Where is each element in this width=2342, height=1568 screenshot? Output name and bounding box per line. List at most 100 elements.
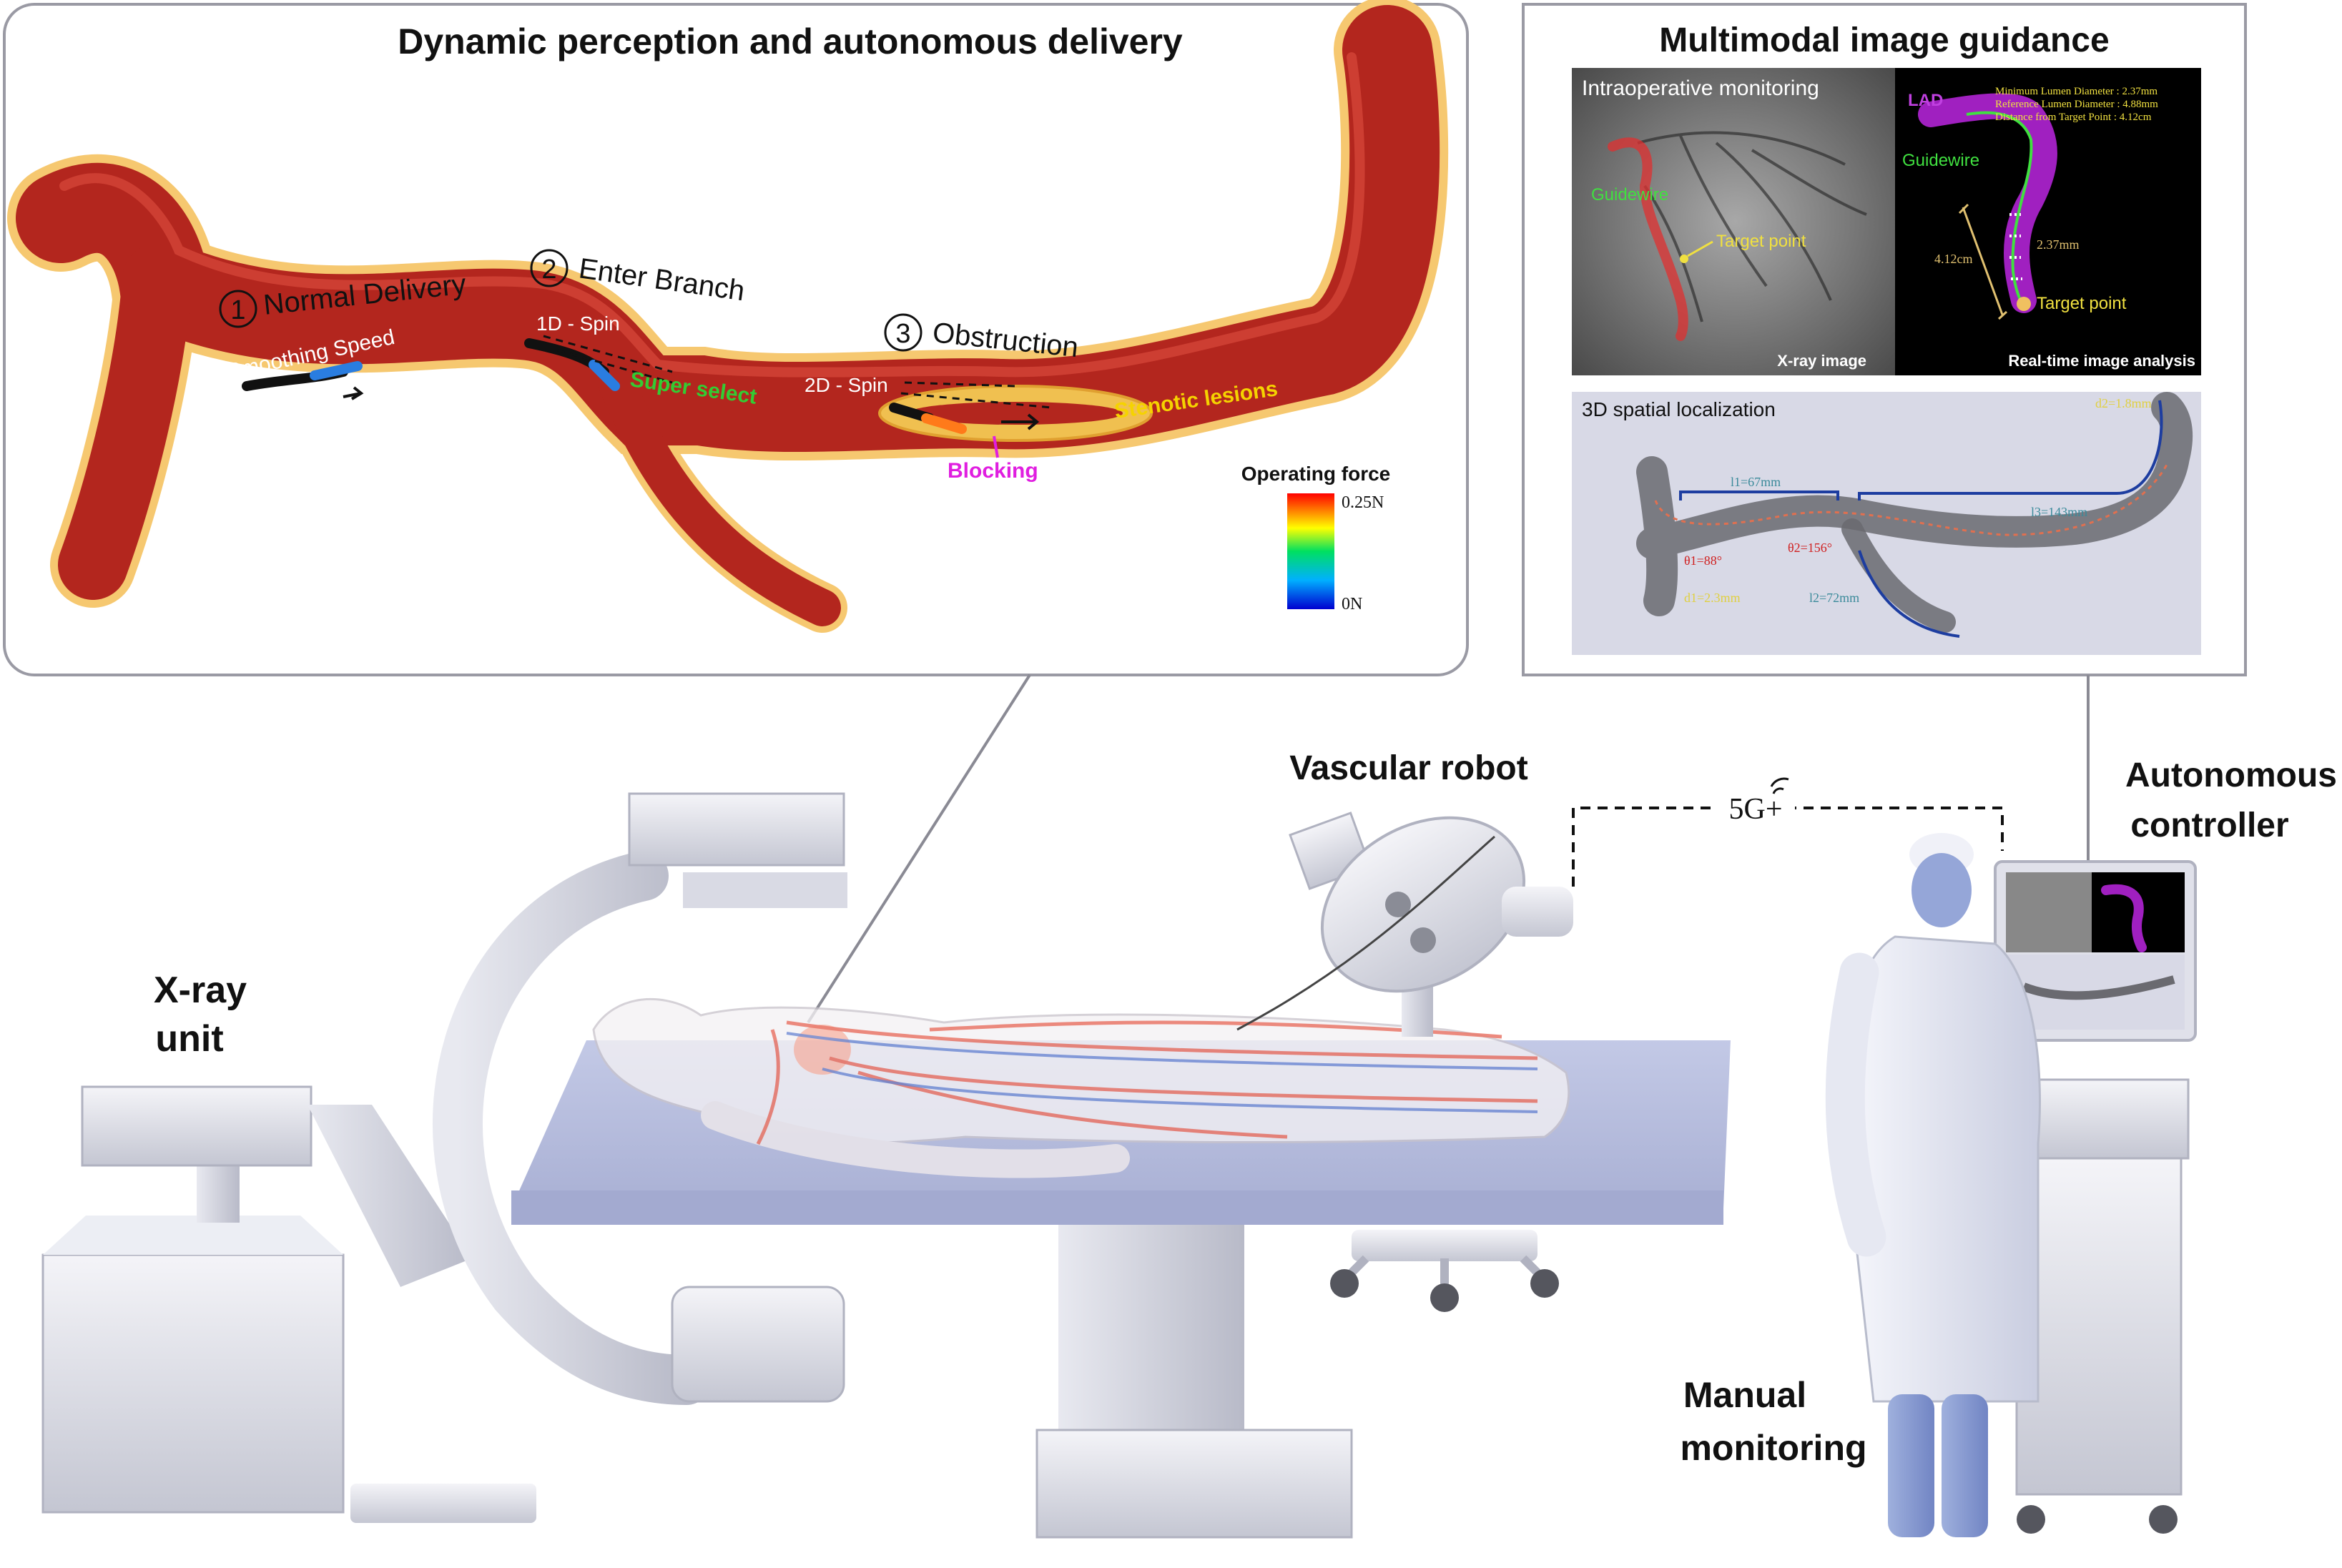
stenotic-lesion-core <box>908 402 1123 425</box>
ref-lumen-text: Reference Lumen Diameter : 4.88mm <box>1995 99 2158 110</box>
guidance-panel: Multimodal image guidance Intraoperative… <box>1522 3 2247 676</box>
c-arm-emitter <box>671 1286 845 1403</box>
patient-heart <box>794 1025 851 1075</box>
doctor-coat <box>1844 935 2041 1403</box>
spatial-l1: l1=67mm <box>1731 475 1781 489</box>
delivery-panel-title: Dynamic perception and autonomous delive… <box>398 21 1183 61</box>
controller-wheel-right <box>2149 1505 2178 1534</box>
vascular-robot: Vascular robot <box>1236 749 1573 1312</box>
c-arm-detector-top <box>628 792 845 867</box>
doctor-leg-right <box>1942 1394 1988 1537</box>
5g-label-bg <box>1716 790 1795 826</box>
controller-cabinet <box>2015 1157 2183 1496</box>
table-pedestal <box>1058 1223 1244 1437</box>
analysis-guidewire <box>1966 111 2033 305</box>
robot-roller-1 <box>1385 892 1411 917</box>
xray-target-label: Target point <box>1716 232 1806 251</box>
robot-arm-joint <box>1502 887 1573 937</box>
xray-arm <box>307 1105 472 1287</box>
autonomous-label-2: controller <box>2130 807 2288 844</box>
step-1-number: 1 <box>230 295 245 325</box>
xray-unit-label-1: X-ray <box>154 970 247 1011</box>
5g-link: 5G+ <box>1572 777 2004 887</box>
robot-roller-2 <box>1410 927 1436 953</box>
dashed-obstruction-2 <box>904 381 1016 388</box>
step-2-badge <box>530 249 569 287</box>
xray-unit: X-ray unit <box>41 792 847 1523</box>
guidance-panel-title: Multimodal image guidance <box>1659 21 2109 59</box>
xray-foot-pedal <box>350 1484 536 1523</box>
table-foot <box>1035 1429 1353 1539</box>
colorbar-gradient <box>1287 493 1334 609</box>
manual-label-1: Manual <box>1683 1375 1806 1415</box>
doctor: Manual monitoring <box>1680 833 2041 1537</box>
doctor-head <box>1912 853 1972 927</box>
spatial-l2: l2=72mm <box>1809 591 1859 605</box>
c-arm <box>433 851 712 1405</box>
dashed-branch-2 <box>557 349 673 384</box>
spatial-d1: d1=2.3mm <box>1684 591 1741 605</box>
intraop-label: Intraoperative monitoring <box>1582 77 1819 100</box>
autonomous-controller: Autonomous controller <box>1994 756 2337 1534</box>
robot-wheel-left <box>1330 1269 1359 1298</box>
delivery-panel-frame <box>3 3 1469 676</box>
xray-base <box>41 1253 345 1514</box>
robot-wheel-right <box>1530 1269 1559 1298</box>
xray-caption: X-ray image <box>1777 352 1866 370</box>
xray-unit-label-2: unit <box>155 1018 223 1060</box>
connector-patient-to-panel <box>807 674 1031 1024</box>
colorbar-title: Operating force <box>1241 463 1390 485</box>
autonomous-label-1: Autonomous <box>2125 756 2337 794</box>
xray-head <box>81 1085 313 1167</box>
5g-label: 5G+ <box>1728 793 1782 826</box>
analysis-target-dot <box>2017 297 2031 311</box>
robot-drive-unit <box>1320 816 1526 993</box>
xray-target-leader <box>1687 240 1713 257</box>
spatial-d2: d2=1.8mm <box>2095 396 2152 410</box>
vessel-lumen <box>16 5 1440 453</box>
arrow-normal <box>343 386 364 400</box>
analysis-guidewire-label: Guidewire <box>1902 151 1979 170</box>
meas-412-label: 4.12cm <box>1934 252 1973 266</box>
xray-base-top <box>43 1216 343 1255</box>
spin-1d-label: 1D - Spin <box>536 312 620 335</box>
meas-237-label: 2.37mm <box>2037 237 2080 252</box>
step-3-badge <box>884 313 922 352</box>
catheter-branch-tip <box>589 360 620 391</box>
analysis-caption: Real-time image analysis <box>2008 352 2195 370</box>
manual-label-2: monitoring <box>1680 1428 1866 1468</box>
xray-guidewire-label: Guidewire <box>1591 185 1668 204</box>
colorbar-max: 0.25N <box>1342 493 1384 512</box>
blocking-arrow <box>993 435 999 458</box>
force-colorbar: Operating force 0.25N 0N <box>1241 463 1390 613</box>
table-edge <box>511 1190 1723 1225</box>
spatial-theta1: θ1=88° <box>1684 553 1722 568</box>
vessel-branch-left <box>58 244 192 600</box>
lad-vessel <box>1918 93 2057 313</box>
analysis-target-label: Target point <box>2037 294 2127 313</box>
distance-bracket <box>1958 203 2008 320</box>
xray-guidewire-path <box>1608 137 1688 341</box>
vessel-highlight <box>59 52 1365 378</box>
robot-trolley-top <box>1352 1230 1537 1261</box>
colorbar-min: 0N <box>1342 595 1362 613</box>
catheter-obstruction-tip <box>921 413 967 434</box>
patient <box>592 997 1570 1178</box>
controller-drawer <box>2015 1078 2190 1160</box>
step-1-badge <box>219 290 257 328</box>
spin-2d-label: 2D - Spin <box>805 374 888 396</box>
doctor-leg-left <box>1888 1394 1934 1537</box>
controller-monitor-lad <box>2101 884 2147 952</box>
doctor-arm <box>1825 952 1886 1257</box>
arrow-obstruction <box>1001 413 1040 430</box>
spatial-theta2: θ2=156° <box>1788 541 1832 555</box>
c-arm-detector-plate <box>683 872 847 908</box>
analysis-measure-markers <box>2009 213 2022 280</box>
controller-monitor-xray <box>2006 872 2092 952</box>
lad-label: LAD <box>1908 91 1943 110</box>
step-3-number: 3 <box>895 319 910 349</box>
xray-target-dot <box>1680 255 1688 263</box>
spatial-bracket-l2 <box>1858 550 1960 638</box>
controller-monitor-mesh <box>2022 975 2175 1000</box>
